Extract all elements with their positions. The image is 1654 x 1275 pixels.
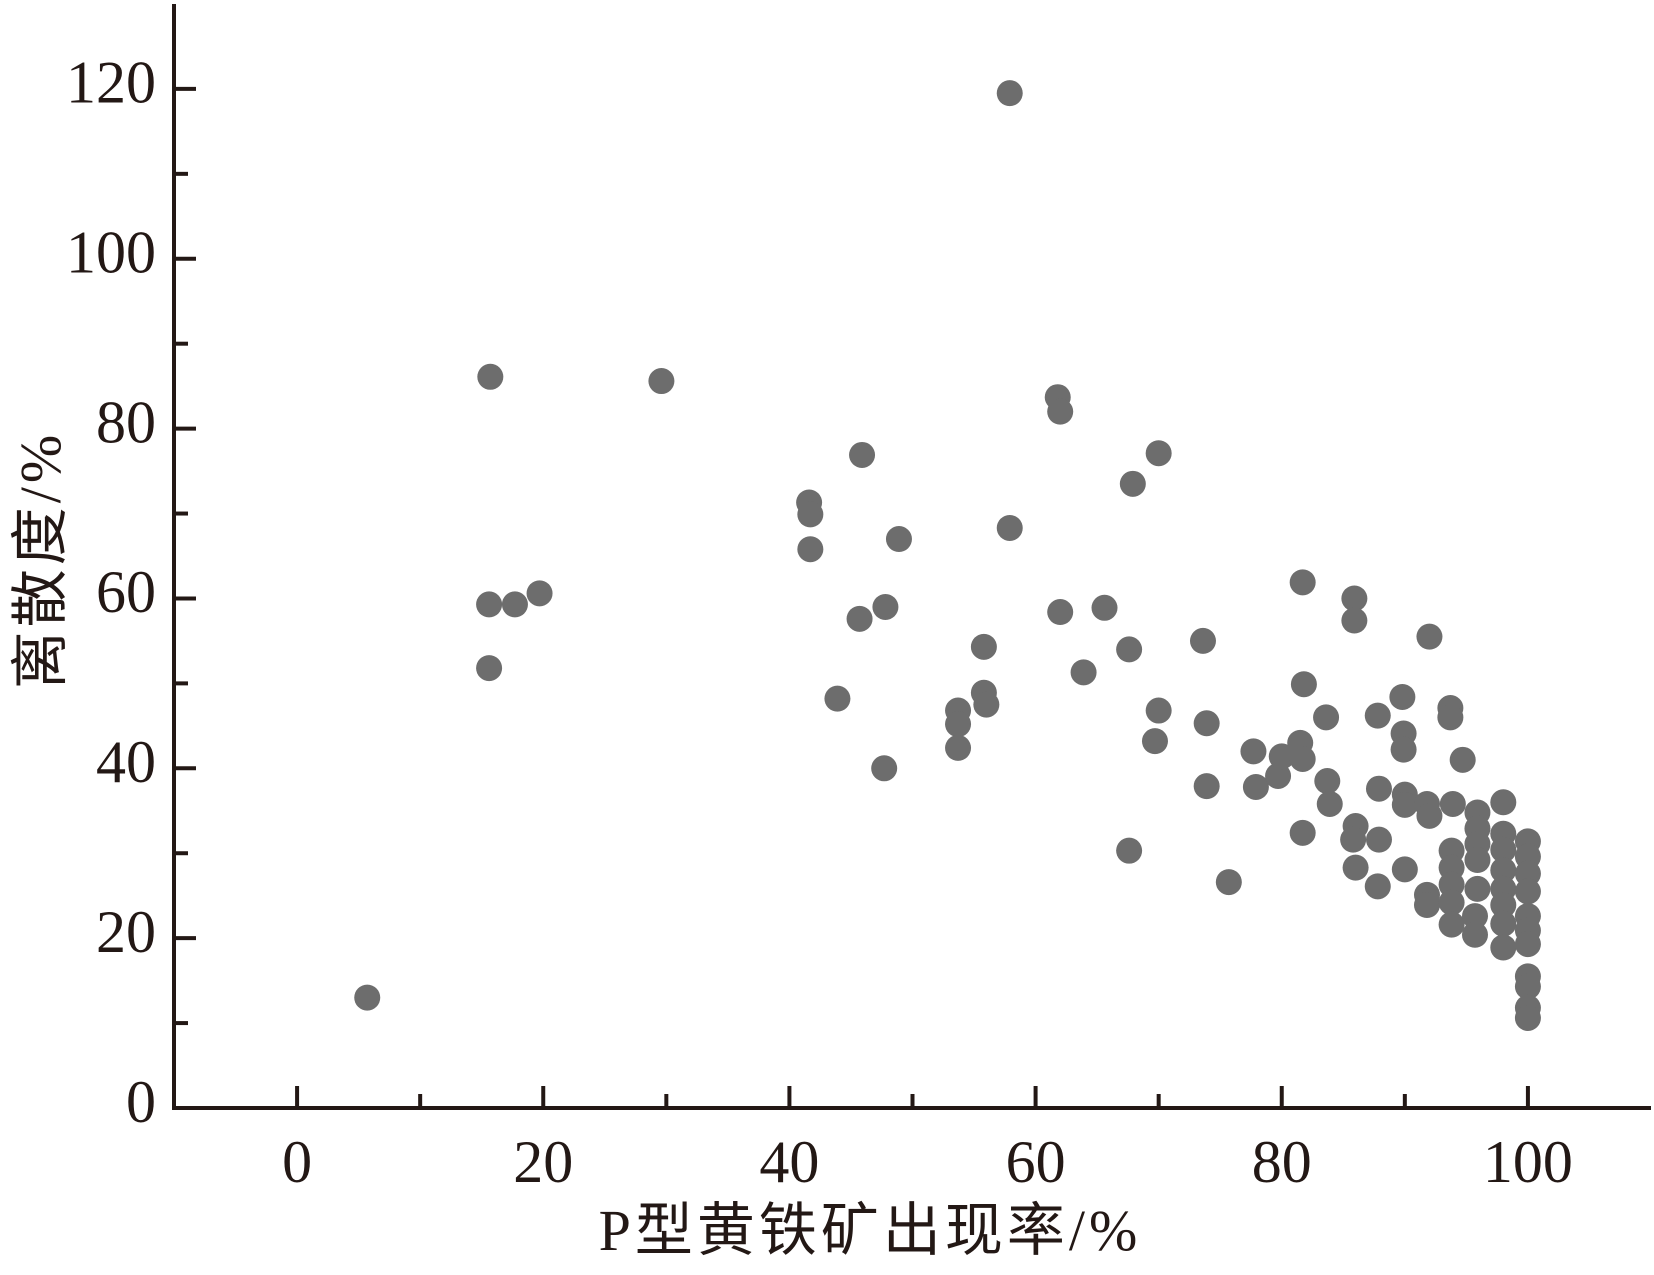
point: [1464, 875, 1491, 902]
point: [1316, 790, 1343, 817]
point: [1449, 746, 1476, 773]
point: [1314, 768, 1341, 795]
point: [1437, 704, 1464, 731]
point: [1490, 836, 1517, 863]
point: [1364, 873, 1391, 900]
point: [945, 711, 972, 738]
point: [1289, 819, 1316, 846]
point: [945, 734, 972, 761]
point: [1289, 569, 1316, 596]
y-tick-label: 100: [66, 220, 156, 286]
point: [1145, 440, 1172, 467]
point: [1289, 745, 1316, 772]
point: [1193, 773, 1220, 800]
point: [797, 536, 824, 563]
point: [1416, 802, 1443, 829]
point: [1389, 683, 1416, 710]
point: [824, 685, 851, 712]
point: [1438, 889, 1465, 916]
x-tick-label: 100: [1483, 1129, 1573, 1195]
point: [1365, 826, 1392, 853]
point: [1215, 869, 1242, 896]
x-axis-label: P型黄铁矿出现率/%: [599, 1198, 1142, 1263]
point: [872, 593, 899, 620]
point: [1342, 854, 1369, 881]
point: [1047, 398, 1074, 425]
point: [1464, 847, 1491, 874]
point: [1490, 910, 1517, 937]
y-tick-label: 40: [96, 729, 156, 795]
point: [1193, 710, 1220, 737]
y-tick-label: 0: [126, 1069, 156, 1135]
point: [1490, 934, 1517, 961]
point: [1514, 973, 1541, 1000]
point: [885, 526, 912, 553]
point: [1365, 775, 1392, 802]
point: [476, 591, 503, 618]
point: [1116, 837, 1143, 864]
point: [1391, 791, 1418, 818]
point: [1413, 892, 1440, 919]
point: [1116, 636, 1143, 663]
point: [970, 633, 997, 660]
point: [1416, 623, 1443, 650]
point: [849, 441, 876, 468]
point: [1490, 789, 1517, 816]
y-tick-label: 60: [96, 559, 156, 625]
point: [871, 755, 898, 782]
point: [1265, 762, 1292, 789]
point: [1119, 470, 1146, 497]
point: [1341, 607, 1368, 634]
point: [1070, 659, 1097, 686]
y-tick-label: 80: [96, 389, 156, 455]
point: [526, 580, 553, 607]
point: [1514, 931, 1541, 958]
point: [1438, 911, 1465, 938]
point: [1490, 892, 1517, 919]
point: [476, 655, 503, 682]
point: [846, 605, 873, 632]
point: [1461, 903, 1488, 930]
point: [1340, 826, 1367, 853]
point: [1364, 702, 1391, 729]
point: [1439, 790, 1466, 817]
point: [1290, 671, 1317, 698]
x-tick-label: 80: [1252, 1129, 1312, 1195]
y-axis-label: 离散度/%: [8, 431, 73, 689]
y-tick-label: 120: [66, 50, 156, 116]
point: [1514, 878, 1541, 905]
point: [1514, 1004, 1541, 1031]
point: [996, 514, 1023, 541]
point: [1438, 871, 1465, 898]
point: [973, 691, 1000, 718]
point: [354, 984, 381, 1011]
point: [1514, 860, 1541, 887]
point: [477, 363, 504, 390]
point: [1268, 743, 1295, 770]
point: [1240, 738, 1267, 765]
point: [996, 80, 1023, 107]
point: [1047, 599, 1074, 626]
point: [1391, 856, 1418, 883]
point: [1313, 704, 1340, 731]
point: [1341, 585, 1368, 612]
point: [501, 591, 528, 618]
point: [1189, 627, 1216, 654]
point: [1490, 857, 1517, 884]
point: [1145, 697, 1172, 724]
point: [1091, 594, 1118, 621]
point: [797, 501, 824, 528]
point: [1461, 921, 1488, 948]
point: [648, 368, 675, 395]
point: [1141, 728, 1168, 755]
point: [1390, 736, 1417, 763]
point: [1242, 773, 1269, 800]
x-tick-label: 60: [1006, 1129, 1066, 1195]
x-tick-label: 0: [282, 1129, 312, 1195]
x-tick-label: 20: [513, 1129, 573, 1195]
y-tick-label: 20: [96, 899, 156, 965]
x-tick-label: 40: [759, 1129, 819, 1195]
